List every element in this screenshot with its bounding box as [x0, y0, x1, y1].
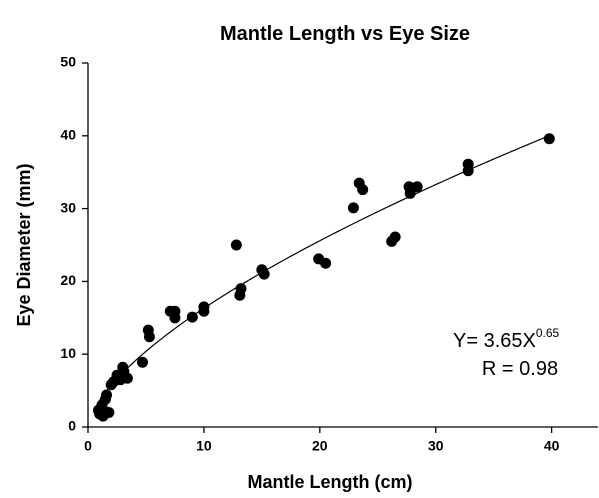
- fit-curve: [97, 135, 550, 403]
- y-tick-label: 30: [60, 199, 76, 215]
- y-tick-label: 40: [60, 127, 76, 143]
- y-axis-title: Eye Diameter (mm): [14, 163, 34, 326]
- point: [97, 410, 109, 422]
- chart-title: Mantle Length vs Eye Size: [220, 23, 470, 45]
- y-tick-label: 0: [68, 418, 76, 434]
- point: [386, 235, 398, 247]
- point: [136, 356, 148, 368]
- point: [411, 181, 423, 193]
- y-tick-label: 50: [60, 54, 76, 70]
- point: [347, 202, 359, 214]
- point: [105, 379, 117, 391]
- point: [169, 312, 181, 324]
- fit-coef: 3.65: [484, 330, 523, 352]
- point: [357, 184, 369, 196]
- point: [462, 165, 474, 177]
- fit-equation: Y= 3.65X0.65: [453, 326, 560, 352]
- point: [404, 187, 416, 199]
- y-tick-label: 20: [60, 272, 76, 288]
- x-tick-label: 0: [84, 438, 92, 454]
- r-label: R = 0.98: [482, 358, 558, 380]
- point: [258, 268, 270, 280]
- fit-prefix: Y=: [453, 330, 484, 352]
- fit-base: X: [523, 330, 536, 352]
- x-tick-label: 30: [428, 438, 444, 454]
- x-axis-title: Mantle Length (cm): [248, 472, 413, 492]
- x-tick-label: 20: [312, 438, 328, 454]
- point: [143, 331, 155, 343]
- y-tick-label: 10: [60, 345, 76, 361]
- point: [543, 133, 555, 145]
- x-tick-label: 40: [544, 438, 560, 454]
- point: [320, 257, 332, 269]
- point: [230, 239, 242, 251]
- x-tick-label: 10: [196, 438, 212, 454]
- point: [234, 289, 246, 301]
- fit-exponent: 0.65: [536, 326, 560, 340]
- point: [198, 305, 210, 317]
- point: [186, 311, 198, 323]
